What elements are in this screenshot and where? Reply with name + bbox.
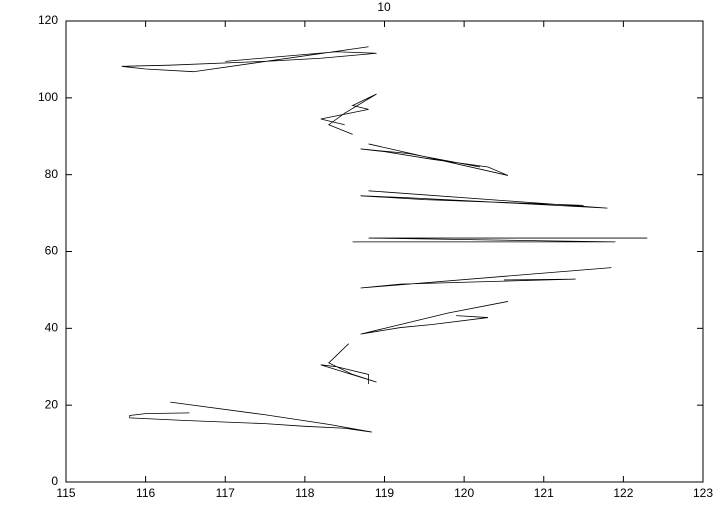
y-tick-label: 120 [38, 13, 58, 27]
x-tick-label: 118 [295, 486, 314, 500]
x-tick-label: 119 [375, 486, 394, 500]
trace-line [320, 93, 377, 135]
trace-line [360, 267, 612, 289]
trace-line [320, 343, 377, 385]
trace-line [352, 237, 648, 243]
y-tick-label: 60 [45, 244, 59, 258]
x-tick-label: 117 [216, 486, 235, 500]
x-tick-label: 120 [454, 486, 474, 500]
trace-line [360, 301, 508, 335]
trace-line [121, 46, 377, 73]
trace-line [360, 143, 509, 176]
x-tick-label: 115 [56, 486, 75, 500]
y-tick-label: 80 [45, 167, 59, 181]
trace-line [360, 190, 608, 209]
plot-frame [65, 20, 704, 483]
trace-line [129, 401, 372, 433]
y-tick-label: 0 [51, 474, 58, 488]
y-tick-label: 100 [38, 90, 58, 104]
x-tick-label: 122 [613, 486, 633, 500]
y-tick-label: 40 [45, 321, 59, 335]
y-tick-label: 20 [45, 397, 59, 411]
x-tick-label: 123 [693, 486, 713, 500]
x-tick-label: 121 [534, 486, 554, 500]
chart-title: 10 [377, 0, 391, 14]
x-tick-label: 116 [136, 486, 155, 500]
